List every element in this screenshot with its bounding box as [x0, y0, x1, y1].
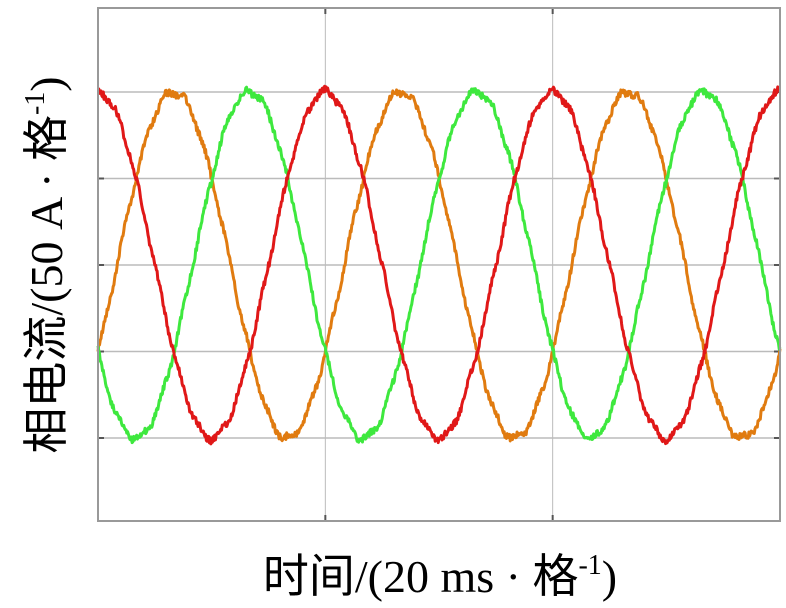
y-axis-label: 相电流/(50 A · 格-1) [20, 76, 72, 453]
plot-frame [97, 7, 781, 522]
x-axis-label: 时间/(20 ms · 格-1) [263, 550, 617, 602]
series-line-3 [96, 84, 781, 446]
series-layer [96, 84, 782, 446]
grid [98, 8, 780, 521]
series-line-2 [96, 85, 782, 445]
